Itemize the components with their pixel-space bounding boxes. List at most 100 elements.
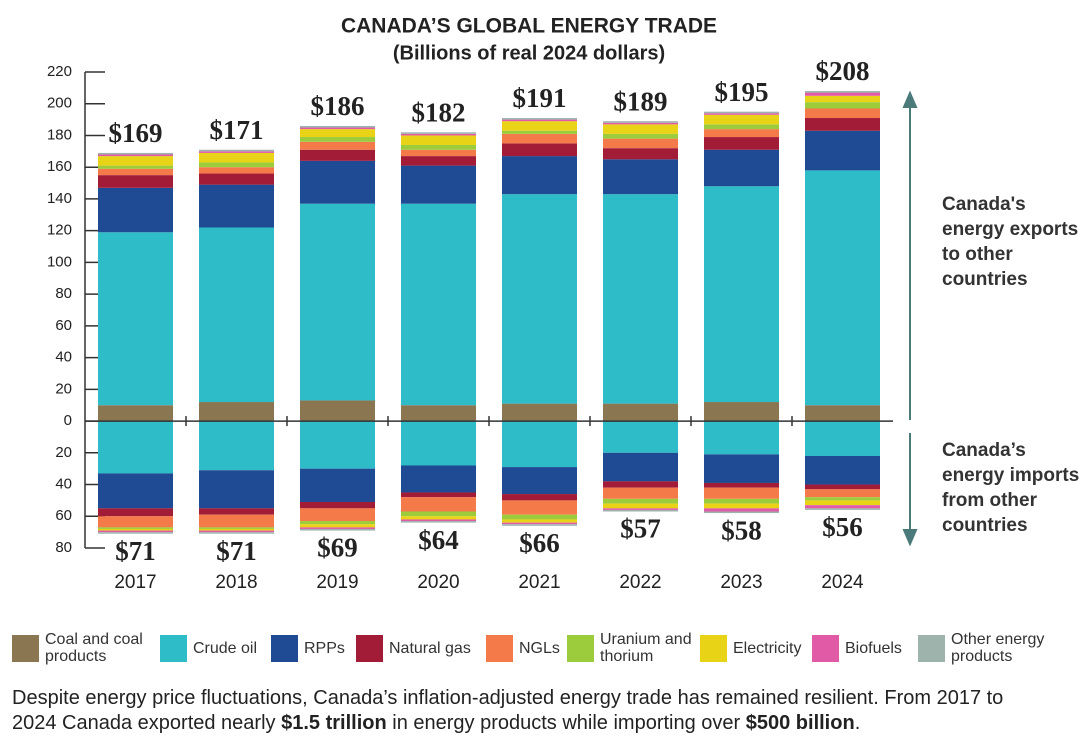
export-bar-segment <box>98 175 173 188</box>
export-total-label: $186 <box>311 91 365 121</box>
import-bar-segment <box>704 421 779 455</box>
import-bar-segment <box>603 481 678 488</box>
export-bar-segment <box>98 405 173 422</box>
import-bar-segment <box>98 516 173 528</box>
legend-label: Biofuels <box>845 639 902 657</box>
export-bar-segment <box>300 125 375 128</box>
export-bar-segment <box>603 194 678 404</box>
export-total-label: $189 <box>614 86 668 116</box>
export-bar-segment <box>805 91 880 93</box>
caption: Despite energy price fluctuations, Canad… <box>12 686 1012 736</box>
export-bar-segment <box>98 154 173 157</box>
import-bar-segment <box>98 528 173 531</box>
import-bar-segment <box>704 454 779 483</box>
export-bar-segment <box>603 121 678 123</box>
annotation-line: energy imports <box>942 465 1079 486</box>
import-bar-segment <box>603 508 678 510</box>
import-bar-segment <box>199 508 274 515</box>
x-tick-label: 2020 <box>417 572 459 593</box>
export-bar-segment <box>502 194 577 404</box>
legend-item: Crude oil <box>160 630 273 666</box>
arrows <box>902 90 918 547</box>
import-bar-segment <box>199 470 274 509</box>
export-bar-segment <box>502 118 577 120</box>
export-total-label: $191 <box>513 83 567 113</box>
x-tick-label: 2017 <box>114 572 156 593</box>
import-bar-segment <box>401 421 476 466</box>
export-bar-segment <box>98 187 173 233</box>
legend-label: Natural gas <box>389 639 471 657</box>
legend-swatch <box>12 634 39 662</box>
chart-subtitle: (Billions of real 2024 dollars) <box>393 42 665 64</box>
export-bar-segment <box>300 129 375 138</box>
import-bar-segment <box>502 421 577 468</box>
y-tick-label: 120 <box>47 222 72 239</box>
export-bar-segment <box>805 95 880 103</box>
export-bar-segment <box>502 130 577 134</box>
import-bar-segment <box>300 528 375 531</box>
export-bar-segment <box>300 127 375 130</box>
legend-swatch <box>356 634 383 662</box>
export-bar-segment <box>300 141 375 150</box>
legend-item: Uranium and thorium <box>567 630 720 666</box>
import-bar-segment <box>603 498 678 504</box>
export-bar-segment <box>603 133 678 139</box>
export-bar-segment <box>805 118 880 131</box>
export-bar-segment <box>704 114 779 125</box>
legend-label: Electricity <box>733 639 802 657</box>
export-bar-segment <box>704 186 779 403</box>
import-bar-segment <box>98 527 173 529</box>
legend-swatch <box>812 634 839 662</box>
export-bar-segment <box>603 138 678 149</box>
import-bar-segment <box>199 528 274 531</box>
legend-item: RPPs <box>271 630 384 666</box>
import-total-label: $57 <box>620 514 661 544</box>
export-total-label: $195 <box>715 77 769 107</box>
import-bar-segment <box>502 524 577 526</box>
export-bar-segment <box>704 137 779 150</box>
annotation-line: Canada’s <box>942 440 1026 461</box>
annotation-line: countries <box>942 515 1028 536</box>
legend-item: Biofuels <box>812 630 935 666</box>
export-bar-segment <box>300 160 375 204</box>
y-tick-label: 80 <box>55 539 72 556</box>
import-bar-segment <box>98 530 173 533</box>
import-bar-segment <box>805 455 880 485</box>
import-bar-segment <box>704 487 779 499</box>
legend-label: Other energy products <box>951 631 1045 665</box>
export-bar-segment <box>603 148 678 160</box>
export-bar-segment <box>199 167 274 174</box>
export-bar-segment <box>199 173 274 185</box>
import-bar-segment <box>401 511 476 517</box>
export-bar-segment <box>199 402 274 422</box>
legend-item: Other energy products <box>918 630 1066 666</box>
y-tick-label: 40 <box>55 476 72 493</box>
export-bar-segment <box>401 135 476 145</box>
x-tick-label: 2018 <box>215 572 257 593</box>
legend-item: Coal and coal products <box>12 630 157 666</box>
export-bar-segment <box>704 402 779 422</box>
import-bar-segment <box>401 519 476 522</box>
export-total-label: $169 <box>109 118 163 148</box>
export-bar-segment <box>603 124 678 134</box>
x-tick-label: 2021 <box>518 572 560 593</box>
y-tick-label: 180 <box>47 126 72 143</box>
export-bar-segment <box>199 149 274 152</box>
import-bar-segment <box>603 421 678 453</box>
legend: Coal and coal products Crude oil RPPs Natur… <box>12 630 1080 670</box>
caption-part: $1.5 trillion <box>281 712 387 734</box>
legend-label: RPPs <box>304 639 345 657</box>
y-tick-label: 40 <box>55 349 72 366</box>
import-bar-segment <box>805 484 880 490</box>
caption-part: Despite energy price fluctuations, Canad… <box>12 687 1004 734</box>
import-bar-segment <box>300 508 375 522</box>
export-bar-segment <box>199 151 274 153</box>
import-bar-segment <box>502 467 577 495</box>
legend-swatch <box>486 634 513 662</box>
import-total-label: $64 <box>418 525 459 555</box>
import-bar-segment <box>603 509 678 512</box>
import-bar-segment <box>704 498 779 504</box>
y-tick-label: 100 <box>47 253 72 270</box>
export-bar-segment <box>704 124 779 130</box>
annotation-line: Canada's <box>942 194 1026 215</box>
